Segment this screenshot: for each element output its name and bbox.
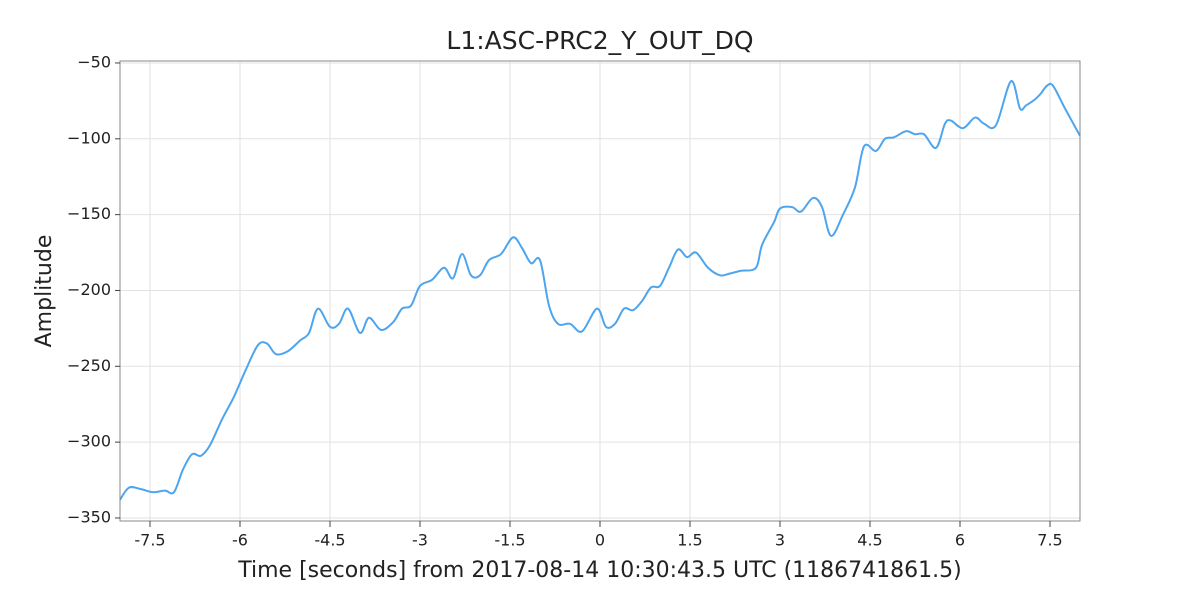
chart-title: L1:ASC-PRC2_Y_OUT_DQ <box>446 26 753 55</box>
y-tick-label: −350 <box>67 507 111 526</box>
data-line <box>119 80 1081 501</box>
x-tick-label: -7.5 <box>134 531 165 550</box>
plot <box>119 80 1081 501</box>
x-tick-label: 3 <box>775 531 785 550</box>
ticks: −350 −300 −250 −200 −150 −100 −50 -7.5 -6 -4.5 -3 -… <box>67 52 1063 549</box>
x-tick-label: 7.5 <box>1037 531 1062 550</box>
grid <box>120 61 1080 521</box>
y-axis-label: Amplitude <box>32 235 57 348</box>
x-tick-label: -6 <box>232 531 248 550</box>
x-tick-label: -4.5 <box>314 531 345 550</box>
x-tick-label: -1.5 <box>494 531 525 550</box>
y-tick-label: −150 <box>67 204 111 223</box>
y-tick-label: −250 <box>67 356 111 375</box>
x-axis-label: Time [seconds] from 2017-08-14 10:30:43.… <box>237 558 961 583</box>
x-tick-label: 0 <box>595 531 605 550</box>
x-tick-label: 4.5 <box>857 531 882 550</box>
x-tick-label: 6 <box>955 531 965 550</box>
y-tick-label: −100 <box>67 128 111 147</box>
y-tick-label: −200 <box>67 280 111 299</box>
y-tick-label: −300 <box>67 432 111 451</box>
x-tick-label: -3 <box>412 531 428 550</box>
y-tick-label: −50 <box>77 52 111 71</box>
x-tick-label: 1.5 <box>677 531 702 550</box>
